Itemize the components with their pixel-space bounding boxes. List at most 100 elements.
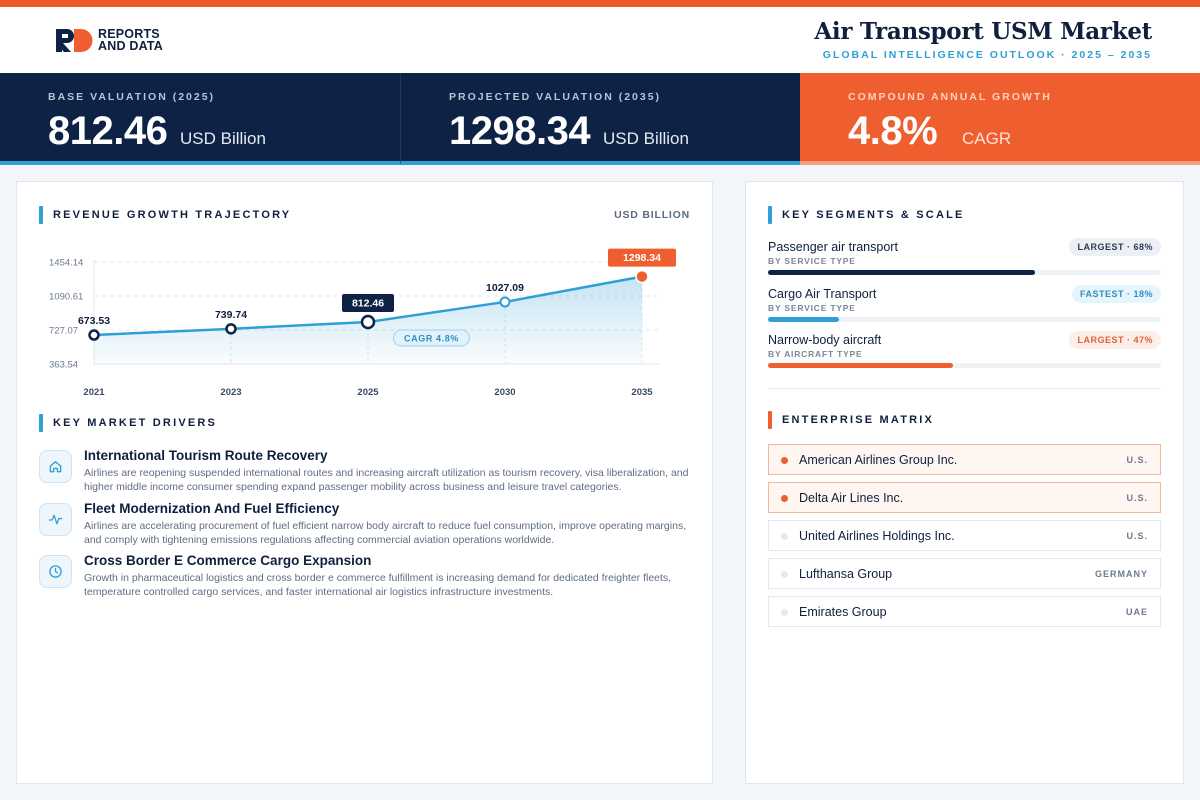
company-name: United Airlines Holdings Inc. — [799, 529, 955, 543]
segment-row: Cargo Air Transport BY SERVICE TYPE FAST… — [768, 285, 1161, 327]
driver-title: Cross Border E Commerce Cargo Expansion — [84, 553, 372, 568]
logo-text: REPORTS AND DATA — [98, 28, 164, 53]
data-label: 812.46 — [352, 298, 384, 310]
cagr-annotation-label: CAGR 4.8% — [404, 334, 459, 344]
revenue-chart: 1454.14 1090.61 727.07 363.54 2021 2023 2025 20… — [49, 248, 676, 398]
y-tick-label: 727.07 — [49, 326, 78, 337]
data-label: 673.53 — [78, 315, 110, 327]
matrix-title: ENTERPRISE MATRIX — [768, 411, 934, 429]
segment-badge: LARGEST · 47% — [1069, 331, 1161, 349]
data-label-badge — [342, 294, 394, 313]
driver-description: Airlines are accelerating procurement of… — [84, 520, 687, 546]
left-panel: REVENUE GROWTH TRAJECTORY USD BILLION 14… — [16, 181, 713, 784]
segment-row: Narrow-body aircraft BY AIRCRAFT TYPE LA… — [768, 331, 1161, 373]
y-tick-label: 363.54 — [49, 360, 78, 371]
company-country: U.S. — [1126, 455, 1148, 465]
drivers-title: KEY MARKET DRIVERS — [39, 414, 217, 432]
data-point — [225, 323, 237, 335]
segment-name: Passenger air transport — [768, 240, 898, 254]
data-point — [635, 269, 649, 284]
company-name: Emirates Group — [799, 605, 887, 619]
kpi-band: BASE VALUATION (2025) 812.46 USD Billion… — [0, 73, 1200, 165]
x-tick-label: 2023 — [220, 387, 241, 398]
brand-logo[interactable]: REPORTS AND DATA — [54, 27, 184, 55]
data-point — [88, 329, 100, 341]
status-dot-icon — [781, 457, 788, 464]
header: REPORTS AND DATA Air Transport USM Marke… — [0, 7, 1200, 73]
segment-row: Passenger air transport BY SERVICE TYPE … — [768, 238, 1161, 280]
driver-item: Cross Border E Commerce Cargo Expansion … — [39, 553, 699, 607]
activity-icon — [39, 503, 72, 536]
x-tick-label: 2025 — [357, 387, 379, 398]
data-point — [499, 296, 511, 308]
x-tick-label: 2035 — [631, 387, 653, 398]
kpi-value: 812.46 — [48, 109, 168, 153]
segment-name: Narrow-body aircraft — [768, 333, 882, 347]
segment-track — [768, 270, 1161, 275]
area-fill — [94, 276, 642, 364]
segment-subtitle: BY SERVICE TYPE — [768, 256, 856, 266]
home-icon — [39, 450, 72, 483]
company-name: Delta Air Lines Inc. — [799, 491, 904, 505]
cagr-annotation-pill — [393, 329, 470, 347]
matrix-row[interactable]: Lufthansa Group GERMANY — [768, 558, 1161, 589]
driver-title: International Tourism Route Recovery — [84, 448, 328, 463]
top-accent-bar — [0, 0, 1200, 7]
driver-item: Fleet Modernization And Fuel Efficiency … — [39, 501, 699, 555]
page-subtitle: GLOBAL INTELLIGENCE OUTLOOK · 2025 – 203… — [822, 49, 1152, 61]
kpi-unit: USD Billion — [180, 129, 266, 148]
company-country: U.S. — [1126, 531, 1148, 541]
company-country: GERMANY — [1094, 569, 1148, 579]
right-panel: KEY SEGMENTS & SCALE Passenger air trans… — [745, 181, 1184, 784]
driver-description: Airlines are reopening suspended interna… — [84, 467, 689, 493]
y-tick-label: 1090.61 — [49, 291, 83, 302]
matrix-row[interactable]: Delta Air Lines Inc. U.S. — [768, 482, 1161, 513]
kpi-label: PROJECTED VALUATION (2035) — [449, 91, 662, 103]
kpi-projected-valuation: PROJECTED VALUATION (2035) 1298.34 USD B… — [400, 73, 800, 165]
matrix-row[interactable]: Emirates Group UAE — [768, 596, 1161, 627]
data-label: 1027.09 — [486, 282, 524, 294]
x-tick-label: 2030 — [494, 387, 515, 398]
clock-icon — [39, 555, 72, 588]
status-dot-icon — [781, 495, 788, 502]
segment-bar — [768, 317, 839, 322]
company-name: Lufthansa Group — [799, 567, 893, 581]
y-tick-label: 1454.14 — [49, 258, 83, 269]
chart-unit-label: USD BILLION — [614, 209, 690, 221]
data-label-badge — [608, 248, 676, 267]
kpi-unit: CAGR — [962, 129, 1012, 148]
driver-description: Growth in pharmaceutical logistics and c… — [84, 572, 672, 598]
data-label: 739.74 — [215, 309, 247, 321]
status-dot-icon — [781, 533, 788, 540]
driver-title: Fleet Modernization And Fuel Efficiency — [84, 501, 340, 516]
segment-track — [768, 363, 1161, 368]
logo-line2: AND DATA — [98, 39, 164, 53]
segment-subtitle: BY AIRCRAFT TYPE — [768, 349, 863, 359]
company-name: American Airlines Group Inc. — [799, 453, 958, 467]
status-dot-icon — [781, 571, 788, 578]
kpi-unit: USD Billion — [603, 129, 689, 148]
x-tick-label: 2021 — [83, 387, 105, 398]
status-dot-icon — [781, 609, 788, 616]
segment-badge: FASTEST · 18% — [1071, 285, 1161, 303]
kpi-value: 4.8% — [848, 109, 938, 153]
company-country: U.S. — [1126, 493, 1148, 503]
trajectory-title: REVENUE GROWTH TRAJECTORY — [39, 206, 291, 224]
kpi-cagr: COMPOUND ANNUAL GROWTH 4.8% CAGR — [800, 73, 1200, 165]
kpi-base-valuation: BASE VALUATION (2025) 812.46 USD Billion — [0, 73, 400, 165]
segments-title: KEY SEGMENTS & SCALE — [768, 206, 965, 224]
segment-badge: LARGEST · 68% — [1069, 238, 1161, 256]
segment-bar — [768, 363, 953, 368]
segment-name: Cargo Air Transport — [768, 287, 877, 301]
matrix-row[interactable]: American Airlines Group Inc. U.S. — [768, 444, 1161, 475]
segment-bar — [768, 270, 1036, 275]
segment-subtitle: BY SERVICE TYPE — [768, 303, 856, 313]
driver-item: International Tourism Route Recovery Air… — [39, 448, 699, 502]
segment-track — [768, 317, 1161, 322]
kpi-label: COMPOUND ANNUAL GROWTH — [848, 91, 1052, 103]
page-title: Air Transport USM Market — [814, 18, 1152, 45]
kpi-label: BASE VALUATION (2025) — [48, 91, 216, 103]
matrix-row[interactable]: United Airlines Holdings Inc. U.S. — [768, 520, 1161, 551]
data-label: 1298.34 — [623, 252, 661, 264]
company-country: UAE — [1125, 607, 1148, 617]
